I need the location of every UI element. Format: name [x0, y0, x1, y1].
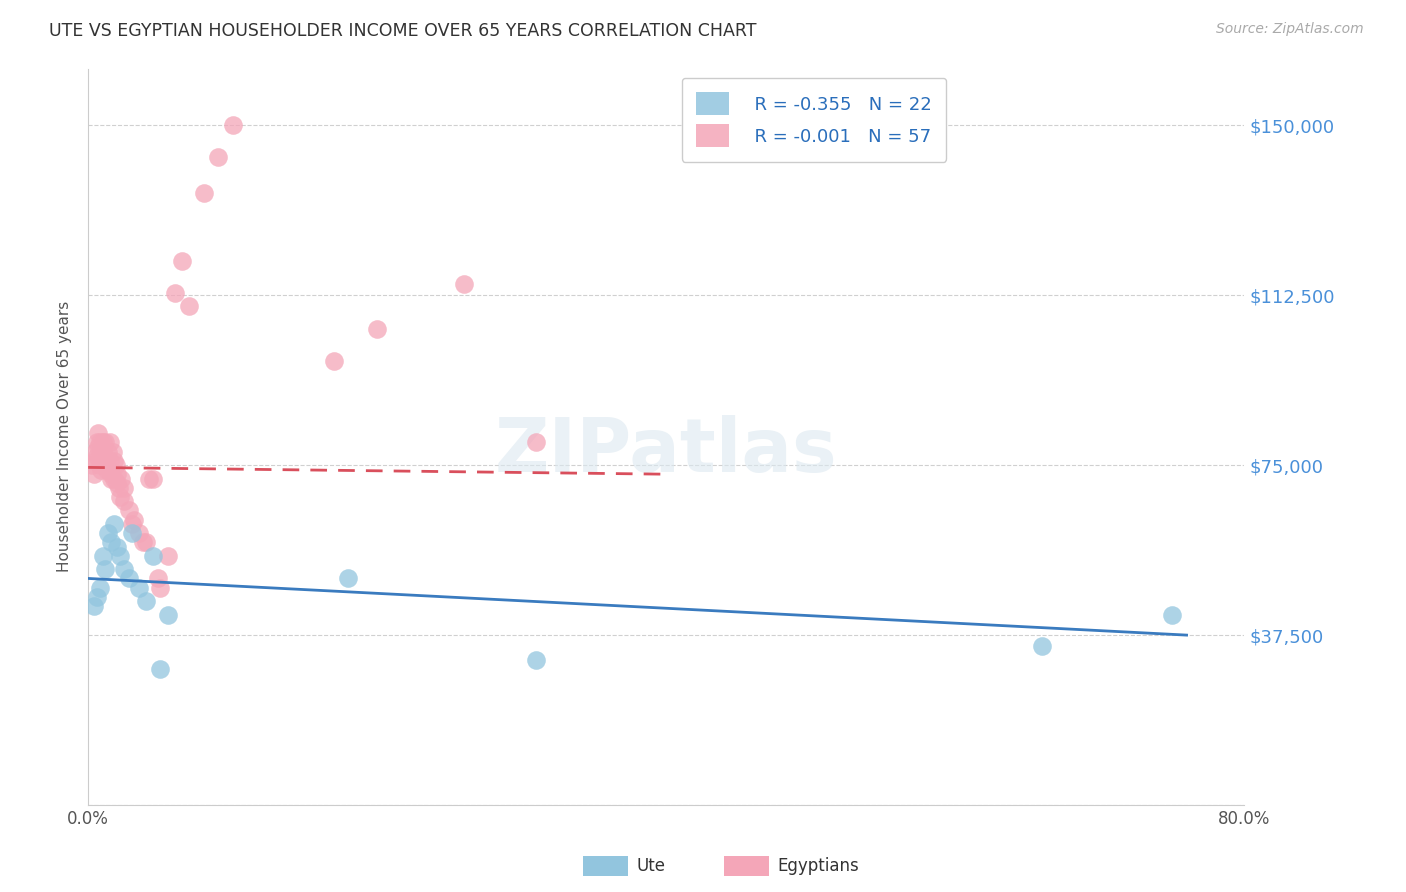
Point — [91, 435, 114, 450]
Point — [135, 535, 157, 549]
Point — [128, 526, 150, 541]
Point — [132, 535, 155, 549]
Text: ZIPatlas: ZIPatlas — [495, 415, 838, 488]
Point — [163, 285, 186, 300]
Point — [1161, 607, 1184, 622]
Point — [108, 549, 131, 563]
Legend:   R = -0.355   N = 22,   R = -0.001   N = 57: R = -0.355 N = 22, R = -0.001 N = 57 — [682, 78, 946, 161]
Point — [91, 453, 114, 467]
Point — [105, 540, 128, 554]
Point — [96, 463, 118, 477]
Point — [524, 435, 547, 450]
Point — [128, 581, 150, 595]
Point — [117, 571, 139, 585]
Point — [221, 118, 243, 132]
Point — [104, 458, 127, 472]
Point — [87, 426, 110, 441]
Point — [105, 476, 128, 491]
Point — [97, 526, 120, 541]
Point — [98, 453, 121, 467]
Point — [83, 467, 105, 482]
Point — [84, 444, 107, 458]
Point — [87, 440, 110, 454]
Point — [121, 526, 143, 541]
Point — [100, 472, 122, 486]
Point — [193, 186, 215, 201]
Point — [103, 472, 125, 486]
Point — [83, 599, 105, 613]
Point — [94, 562, 117, 576]
Point — [103, 453, 125, 467]
Point — [101, 444, 124, 458]
Point — [112, 562, 135, 576]
Point — [94, 435, 117, 450]
Point — [172, 254, 194, 268]
Text: Source: ZipAtlas.com: Source: ZipAtlas.com — [1216, 22, 1364, 37]
Point — [110, 472, 132, 486]
Point — [524, 653, 547, 667]
Point — [156, 549, 179, 563]
Point — [135, 594, 157, 608]
Point — [86, 590, 108, 604]
Point — [124, 512, 146, 526]
Point — [93, 458, 115, 472]
Point — [1031, 640, 1053, 654]
Point — [112, 481, 135, 495]
Point — [112, 494, 135, 508]
Y-axis label: Householder Income Over 65 years: Householder Income Over 65 years — [58, 301, 72, 573]
Point — [97, 444, 120, 458]
Point — [146, 571, 169, 585]
Point — [322, 354, 344, 368]
Point — [142, 549, 165, 563]
Point — [86, 435, 108, 450]
Point — [453, 277, 475, 291]
Point — [94, 453, 117, 467]
Point — [86, 449, 108, 463]
Point — [142, 472, 165, 486]
Point — [337, 571, 360, 585]
Point — [103, 517, 125, 532]
Point — [89, 458, 111, 472]
Point — [108, 490, 131, 504]
Point — [366, 322, 388, 336]
Point — [207, 150, 229, 164]
Text: UTE VS EGYPTIAN HOUSEHOLDER INCOME OVER 65 YEARS CORRELATION CHART: UTE VS EGYPTIAN HOUSEHOLDER INCOME OVER … — [49, 22, 756, 40]
Point — [121, 517, 143, 532]
Point — [100, 535, 122, 549]
Point — [91, 549, 114, 563]
Point — [156, 607, 179, 622]
Point — [107, 481, 129, 495]
Point — [105, 467, 128, 482]
Point — [149, 581, 172, 595]
Point — [90, 463, 112, 477]
Point — [89, 581, 111, 595]
Point — [149, 662, 172, 676]
Point — [89, 435, 111, 450]
Point — [100, 467, 122, 482]
Text: Ute: Ute — [637, 857, 666, 875]
Point — [98, 435, 121, 450]
Point — [90, 444, 112, 458]
Point — [179, 300, 201, 314]
Point — [82, 458, 104, 472]
Point — [138, 472, 160, 486]
Point — [84, 453, 107, 467]
Point — [91, 444, 114, 458]
Point — [98, 463, 121, 477]
Text: Egyptians: Egyptians — [778, 857, 859, 875]
Point — [117, 503, 139, 517]
